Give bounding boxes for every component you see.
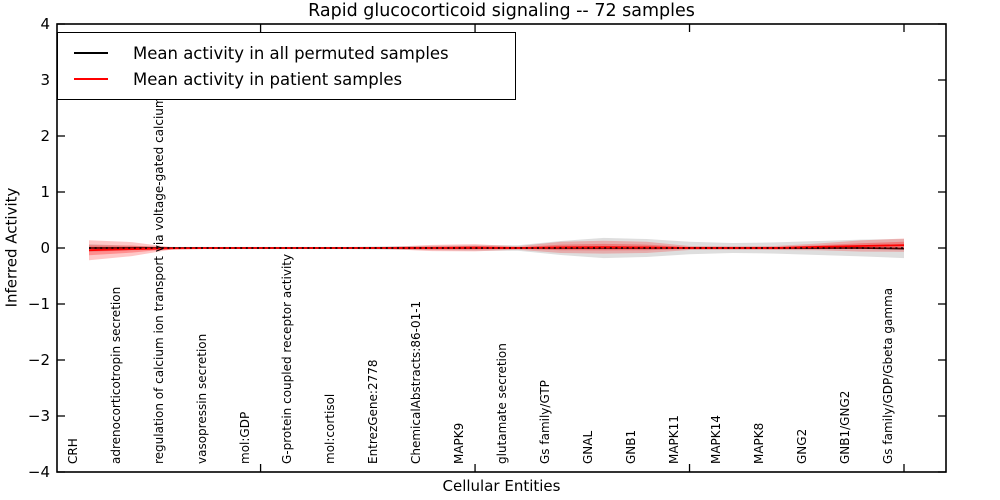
x-entity-label: Gs family/GTP (537, 380, 552, 464)
legend-item-permuted: Mean activity in all permuted samples (74, 40, 507, 66)
x-entity-label: glutamate secretion (494, 343, 509, 464)
x-entity-label: G-protein coupled receptor activity (280, 253, 295, 464)
y-tick-label: 2 (40, 127, 50, 145)
x-entity-label: MAPK8 (752, 422, 767, 464)
legend-label: Mean activity in patient samples (133, 69, 403, 89)
x-entity-label: EntrezGene:2778 (366, 359, 381, 465)
chart-title: Rapid glucocorticoid signaling -- 72 sam… (308, 1, 695, 21)
x-entity-label: GNB1 (623, 429, 638, 464)
y-tick-label: 4 (40, 15, 50, 33)
x-entity-label: Gs family/GDP/Gbeta gamma (881, 287, 895, 464)
x-entity-label: GNAL (580, 430, 595, 464)
x-entity-label: CRH (66, 438, 80, 464)
y-axis-title: Inferred Activity (2, 187, 21, 308)
y-tick-label: −4 (27, 463, 50, 481)
x-entity-label: regulation of calcium ion transport via … (151, 45, 166, 464)
x-entity-label: MAPK11 (666, 415, 681, 464)
x-entity-label: MAPK9 (452, 422, 467, 464)
legend-label: Mean activity in all permuted samples (133, 43, 449, 63)
x-entity-label: GNG2 (795, 428, 810, 464)
x-entity-label: mol:GDP (237, 411, 252, 464)
legend: Mean activity in all permuted samples Me… (57, 32, 516, 100)
x-entity-label: GNB1/GNG2 (838, 390, 853, 464)
x-entity-label: MAPK14 (709, 415, 724, 464)
x-entity-label: mol:cortisol (323, 393, 338, 464)
patient-uncertainty-band-outer (89, 238, 904, 261)
x-entity-label: ChemicalAbstracts:86-01-1 (409, 300, 424, 464)
x-entity-label: adrenocorticotropin secretion (108, 286, 123, 464)
y-tick-label: 1 (40, 183, 50, 201)
x-entity-label: vasopressin secretion (194, 333, 209, 464)
y-tick-label: −1 (27, 295, 50, 313)
y-tick-label: 3 (40, 71, 50, 89)
permuted-line-sample-icon (74, 52, 108, 54)
y-tick-label: −3 (27, 407, 50, 425)
x-axis-title: Cellular Entities (442, 477, 561, 495)
y-tick-label: 0 (40, 239, 50, 257)
patient-line-sample-icon (74, 78, 108, 80)
legend-item-patient: Mean activity in patient samples (74, 66, 507, 92)
y-tick-label: −2 (27, 351, 50, 369)
